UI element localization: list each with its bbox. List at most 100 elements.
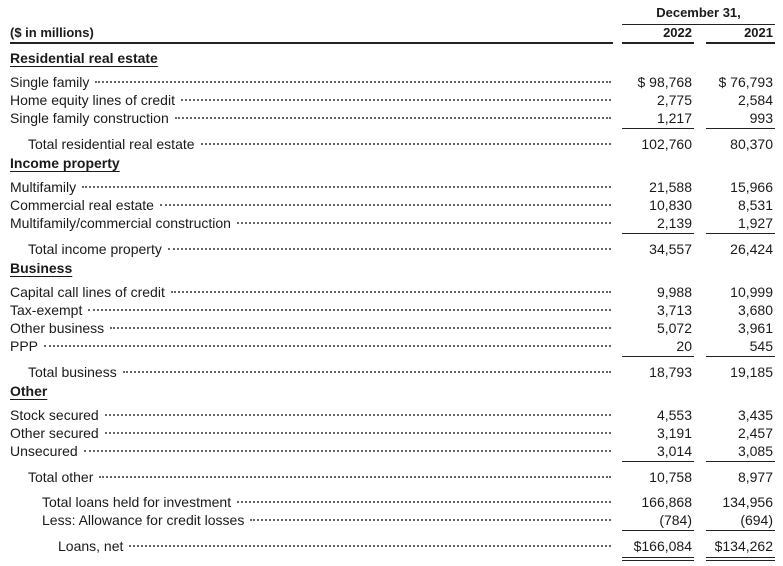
dot-leader (237, 501, 611, 503)
dot-leader (167, 248, 611, 250)
rule (706, 530, 775, 531)
cell-value: 134,956 (722, 494, 773, 510)
rule (706, 42, 775, 44)
cell-value: 34,557 (649, 241, 692, 257)
dot-leader (174, 117, 611, 119)
rule (706, 560, 775, 561)
table-row: Multifamily/commercial construction 2,139… (10, 214, 773, 232)
rule (706, 128, 775, 129)
cell-value: 9,988 (656, 284, 692, 300)
cell-value: 26,424 (730, 241, 773, 257)
year: 2021 (744, 25, 773, 40)
cell-value: 3,014 (656, 443, 692, 459)
table-row: Other business 5,072 3,961 (10, 319, 773, 337)
rule (706, 461, 775, 462)
cell-value: 545 (749, 338, 773, 354)
table-row: Less: Allowance for credit losses (784) (6… (42, 511, 773, 529)
table-row: Tax-exempt 3,713 3,680 (10, 301, 773, 319)
dot-leader (82, 186, 611, 188)
cell-value: $ 76,793 (718, 74, 774, 90)
cell-value: 2,457 (737, 425, 773, 441)
table-row: Unsecured 3,014 3,085 (10, 442, 773, 460)
cell-value: (784) (659, 512, 692, 528)
year: 2022 (663, 25, 692, 40)
dot-leader (159, 204, 611, 206)
row-label: Other secured (10, 425, 99, 441)
row-label: Total income property (28, 241, 162, 257)
section-title: Business (10, 260, 73, 276)
cell-value: 2,584 (737, 92, 773, 108)
table-row: Stock secured 4,553 3,435 (10, 406, 773, 424)
row-label: Capital call lines of credit (10, 284, 165, 300)
rule (706, 557, 775, 558)
cell-value: 8,977 (737, 469, 773, 485)
cell-value: 3,085 (737, 443, 773, 459)
dot-leader (129, 545, 611, 547)
dot-leader (95, 81, 611, 83)
cell-value: 3,680 (737, 302, 773, 318)
cell-value: 3,435 (737, 407, 773, 423)
table-row: PPP 20 545 (10, 337, 773, 355)
row-label: PPP (10, 338, 39, 354)
cell-value: 18,793 (649, 364, 692, 380)
table-row: Single family $ 98,768 $ 76,793 (10, 73, 773, 91)
dot-leader (99, 476, 611, 478)
row-label: Loans, net (58, 538, 124, 554)
table-row: Loans, net $166,084 $134,262 (58, 537, 773, 555)
table-row: Commercial real estate 10,830 8,531 (10, 196, 773, 214)
cell-value: 20 (676, 338, 692, 354)
cell-value: 3,713 (656, 302, 692, 318)
dot-leader (44, 345, 611, 347)
section-title: Other (10, 383, 48, 399)
units: ($ in millions) (10, 25, 94, 40)
dot-leader (83, 450, 611, 452)
row-label: Total business (28, 364, 117, 380)
table-row: Total other 10,758 8,977 (28, 468, 773, 486)
cell-value: 3,191 (656, 425, 692, 441)
table-row: Total income property 34,557 26,424 (28, 240, 773, 258)
table-row: Total loans held for investment 166,868 13… (42, 493, 773, 511)
dot-leader (250, 519, 611, 521)
cell-value: 1,927 (737, 215, 773, 231)
table-row: Capital call lines of credit 9,988 10,999 (10, 283, 773, 301)
cell-value: 993 (749, 110, 773, 126)
row-label: Home equity lines of credit (10, 92, 175, 108)
table-row: Total residential real estate 102,760 80,3… (28, 135, 773, 153)
table-row: Other secured 3,191 2,457 (10, 424, 773, 442)
row-label: Total loans held for investment (42, 494, 232, 510)
row-label: Total other (28, 469, 94, 485)
row-label: Multifamily (10, 179, 77, 195)
cell-value: 15,966 (730, 179, 773, 195)
cell-value: 4,553 (656, 407, 692, 423)
row-label: Tax-exempt (10, 302, 83, 318)
cell-value: 2,139 (656, 215, 692, 231)
cell-value: 19,185 (730, 364, 773, 380)
row-label: Single family (10, 74, 90, 90)
row-label: Multifamily/commercial construction (10, 215, 231, 231)
row-label: Stock secured (10, 407, 99, 423)
cell-value: 1,217 (656, 110, 692, 126)
cell-value: 80,370 (730, 136, 773, 152)
cell-value: 3,961 (737, 320, 773, 336)
cell-value: 5,072 (656, 320, 692, 336)
cell-value: 166,868 (641, 494, 692, 510)
dot-leader (200, 143, 611, 145)
cell-value: 21,588 (649, 179, 692, 195)
row-label: Total residential real estate (28, 136, 195, 152)
section-title: Residential real estate (10, 50, 158, 66)
cell-value: 10,830 (649, 197, 692, 213)
rule (10, 42, 613, 44)
row-label: Commercial real estate (10, 197, 154, 213)
table-row: Single family construction 1,217 993 (10, 109, 773, 127)
rule (622, 128, 694, 129)
dot-leader (122, 371, 611, 373)
dot-leader (180, 99, 611, 101)
table-row: Home equity lines of credit 2,775 2,584 (10, 91, 773, 109)
row-label: Other business (10, 320, 105, 336)
period-header: December 31, (656, 5, 741, 20)
dot-leader (104, 432, 611, 434)
dot-leader (88, 309, 611, 311)
rule (622, 42, 694, 44)
cell-value: 102,760 (641, 136, 692, 152)
